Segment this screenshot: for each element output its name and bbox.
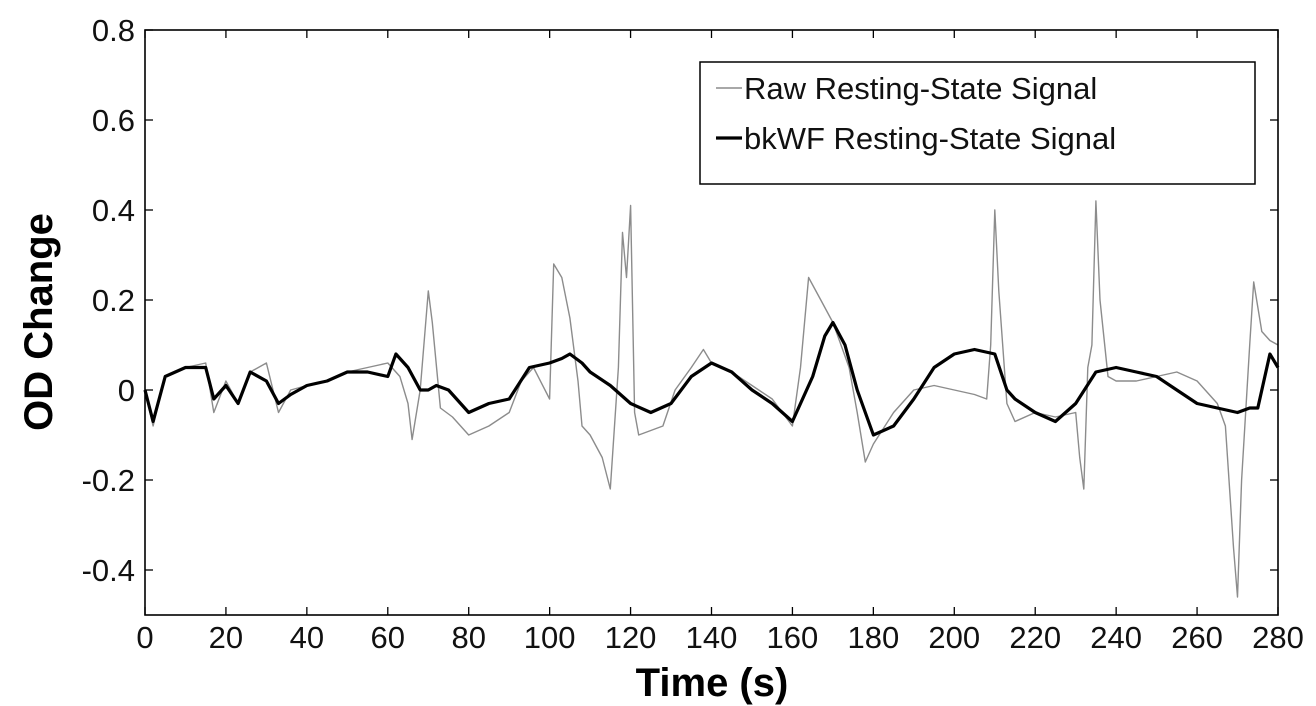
x-axis-title: Time (s) [636,661,789,705]
series-layer [143,200,1280,598]
y-tick-label: 0.4 [92,193,135,228]
y-tick-label: -0.4 [82,553,135,588]
x-tick-label: 0 [136,620,153,655]
legend-label-bkwf: bkWF Resting-State Signal [744,121,1116,156]
x-tick-label: 140 [686,620,738,655]
x-tick-label: 40 [290,620,324,655]
y-tick-label: 0.2 [92,283,135,318]
legend: Raw Resting-State Signal bkWF Resting-St… [699,61,1256,185]
x-tick-label: 240 [1090,620,1142,655]
x-tick-label: 220 [1009,620,1061,655]
series-line-bkwf [143,320,1280,437]
x-tick-label: 100 [524,620,576,655]
legend-label-raw: Raw Resting-State Signal [744,71,1097,106]
x-tick-label: 200 [928,620,980,655]
x-tick-label: 60 [371,620,405,655]
x-tick-label: 280 [1252,620,1304,655]
x-tick-label: 260 [1171,620,1223,655]
x-tick-label: 80 [451,620,485,655]
y-tick-label: 0.6 [92,103,135,138]
tick-layer: 0 20 40 60 80 100 120 140 160 180 200 220 240 260 280 0… [82,13,1304,655]
x-tick-label: 20 [209,620,243,655]
y-tick-label: -0.2 [82,463,135,498]
y-tick-label: 0.8 [92,13,135,48]
x-tick-label: 180 [847,620,899,655]
y-tick-label: 0 [118,373,135,408]
legend-box [699,61,1256,185]
x-tick-label: 160 [767,620,819,655]
x-tick-label: 120 [605,620,657,655]
y-axis-title: OD Change [17,213,61,431]
